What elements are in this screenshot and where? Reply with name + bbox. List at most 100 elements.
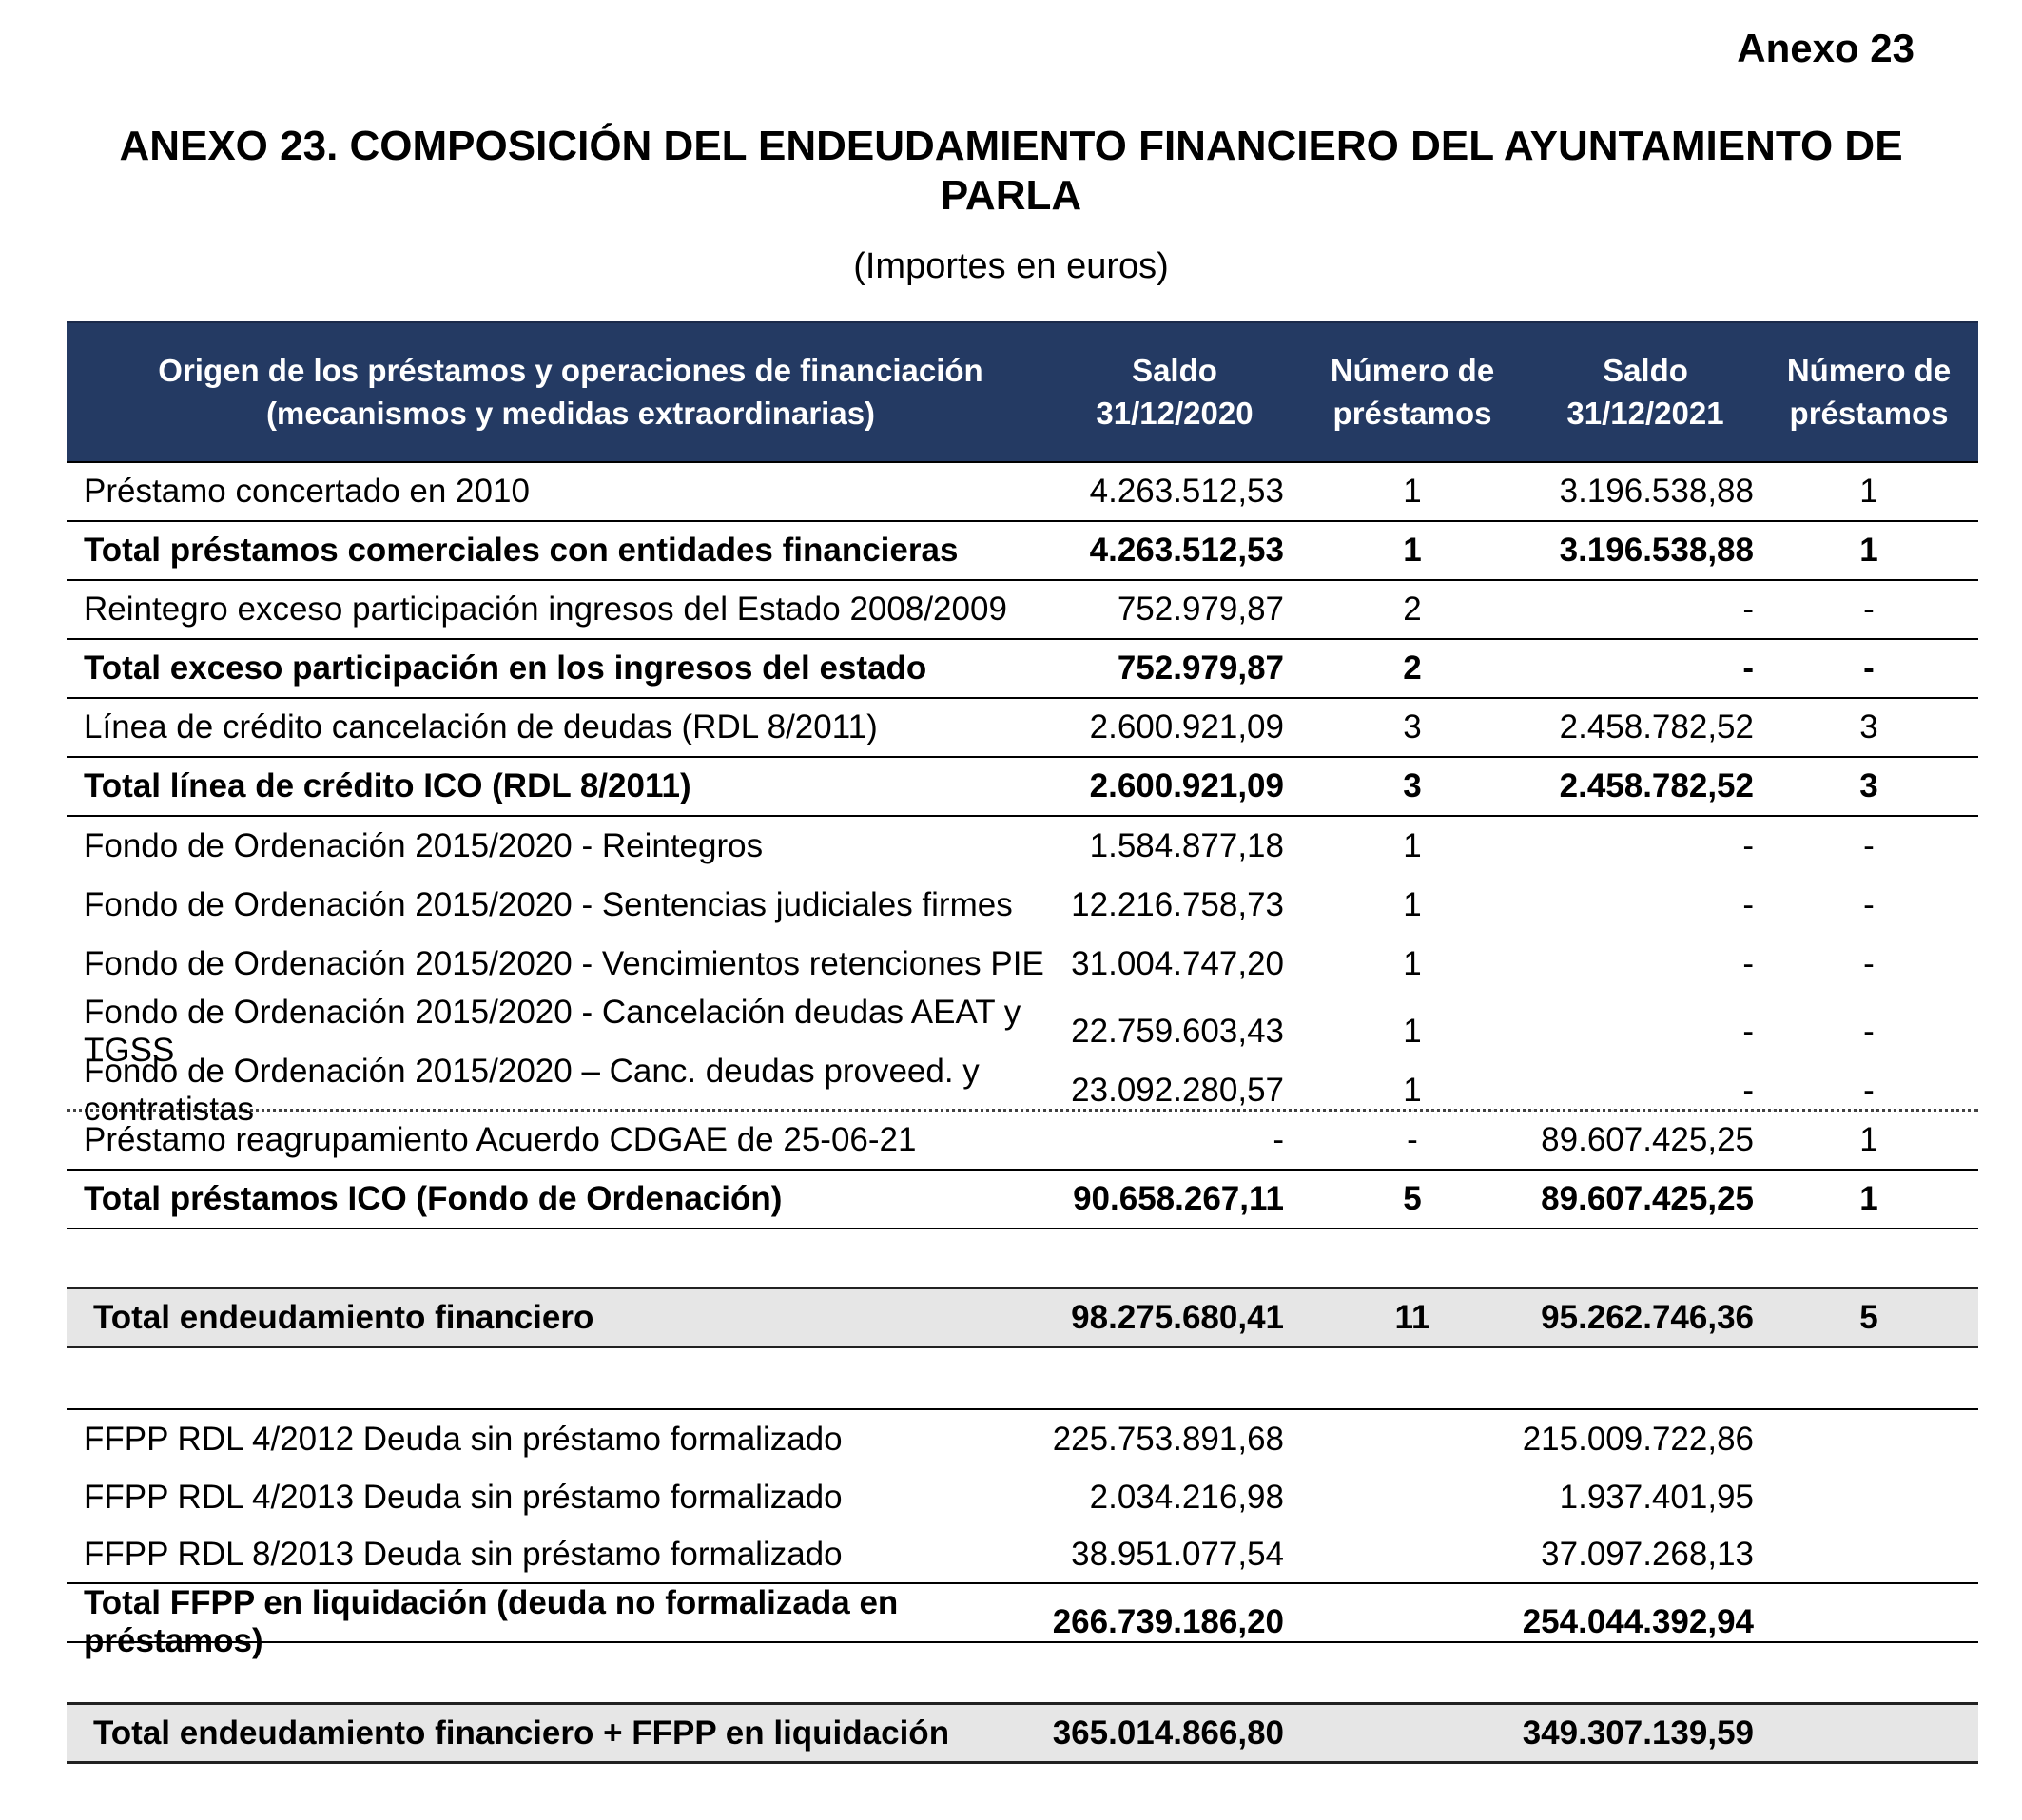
num-loans-2020-cell: 2 xyxy=(1403,649,1422,687)
table-row: Reintegro exceso participación ingresos … xyxy=(67,581,1978,640)
saldo-2021-cell: 215.009.722,86 xyxy=(1522,1420,1754,1458)
empty-cell xyxy=(1779,1584,1978,1660)
num-loans-2021-cell: 1 xyxy=(1859,473,1878,510)
row-label: Préstamo reagrupamiento Acuerdo CDGAE de… xyxy=(84,1121,917,1158)
col-header-num-loans-2021: Número de préstamos xyxy=(1786,352,1952,431)
row-label: FFPP RDL 4/2013 Deuda sin préstamo forma… xyxy=(84,1478,843,1516)
summary-row-financial-debt: Total endeudamiento financiero 98.275.68… xyxy=(67,1287,1978,1348)
row-label: Total préstamos comerciales con entidade… xyxy=(84,532,959,569)
saldo-2021-cell: 95.262.746,36 xyxy=(1541,1298,1754,1336)
table-row: Fondo de Ordenación 2015/2020 - Reintegr… xyxy=(67,817,1978,876)
row-label: Total FFPP en liquidación (deuda no form… xyxy=(84,1584,899,1659)
table-row: Préstamo concertado en 2010 4.263.512,53… xyxy=(67,463,1978,522)
empty-cell xyxy=(1779,1468,1978,1526)
num-loans-2021-cell: - xyxy=(1863,591,1875,628)
saldo-2021-cell: - xyxy=(1742,591,1754,628)
saldo-2021-cell: - xyxy=(1742,1072,1754,1109)
row-label: Total endeudamiento financiero + FFPP en… xyxy=(93,1714,950,1752)
num-loans-2021-cell: - xyxy=(1863,1072,1875,1109)
num-loans-2021-cell: 5 xyxy=(1859,1298,1878,1336)
row-label: Fondo de Ordenación 2015/2020 – Canc. de… xyxy=(84,1053,980,1128)
saldo-2021-cell: 89.607.425,25 xyxy=(1541,1121,1754,1158)
num-loans-2020-cell: 2 xyxy=(1403,591,1422,628)
empty-cell xyxy=(1779,1410,1978,1468)
saldo-2021-cell: 2.458.782,52 xyxy=(1559,708,1754,745)
row-label: Fondo de Ordenación 2015/2020 - Vencimie… xyxy=(84,945,1044,982)
num-loans-2021-cell: - xyxy=(1863,886,1875,923)
empty-cell xyxy=(1312,1705,1512,1761)
num-loans-2020-cell: 1 xyxy=(1403,1072,1422,1109)
row-label: FFPP RDL 8/2013 Deuda sin préstamo forma… xyxy=(84,1535,843,1573)
table-row: Fondo de Ordenación 2015/2020 - Vencimie… xyxy=(67,935,1978,994)
saldo-2021-cell: 2.458.782,52 xyxy=(1559,767,1754,804)
num-loans-2020-cell: 3 xyxy=(1403,708,1422,745)
num-loans-2021-cell: - xyxy=(1863,649,1875,687)
num-loans-2021-cell: 1 xyxy=(1859,532,1878,569)
page-title: ANEXO 23. COMPOSICIÓN DEL ENDEUDAMIENTO … xyxy=(119,123,1903,219)
table-header-row: Origen de los préstamos y operaciones de… xyxy=(67,321,1978,463)
row-label: Total endeudamiento financiero xyxy=(93,1298,594,1336)
saldo-2021-cell: - xyxy=(1742,1013,1754,1050)
num-loans-2021-cell: 1 xyxy=(1859,1180,1878,1217)
saldo-2020-cell: 2.600.921,09 xyxy=(1089,767,1284,804)
empty-cell xyxy=(1779,1705,1978,1761)
table-row: Línea de crédito cancelación de deudas (… xyxy=(67,699,1978,758)
saldo-2020-cell: 2.034.216,98 xyxy=(1089,1478,1284,1516)
saldo-2020-cell: 365.014.866,80 xyxy=(1052,1714,1284,1752)
row-label: Fondo de Ordenación 2015/2020 - Cancelac… xyxy=(84,994,1021,1069)
saldo-2021-cell: 254.044.392,94 xyxy=(1522,1603,1754,1640)
num-loans-2021-cell: - xyxy=(1863,945,1875,982)
saldo-2020-cell: 23.092.280,57 xyxy=(1071,1072,1284,1109)
num-loans-2020-cell: 5 xyxy=(1403,1180,1422,1217)
saldo-2021-cell: - xyxy=(1742,649,1754,687)
table-row: Fondo de Ordenación 2015/2020 - Sentenci… xyxy=(67,876,1978,935)
total-row: Total préstamos ICO (Fondo de Ordenación… xyxy=(67,1171,1978,1229)
ffpp-row: FFPP RDL 8/2013 Deuda sin préstamo forma… xyxy=(67,1526,1978,1584)
num-loans-2021-cell: 1 xyxy=(1859,1121,1878,1158)
num-loans-2020-cell: 1 xyxy=(1403,1013,1422,1050)
row-label: Total préstamos ICO (Fondo de Ordenación… xyxy=(84,1180,783,1217)
summary-row-grand-total: Total endeudamiento financiero + FFPP en… xyxy=(67,1702,1978,1764)
saldo-2021-cell: - xyxy=(1742,886,1754,923)
saldo-2020-cell: 266.739.186,20 xyxy=(1052,1603,1284,1640)
row-label: Fondo de Ordenación 2015/2020 - Reintegr… xyxy=(84,827,764,864)
row-label: FFPP RDL 4/2012 Deuda sin préstamo forma… xyxy=(84,1420,843,1458)
saldo-2020-cell: 2.600.921,09 xyxy=(1089,708,1284,745)
saldo-2021-cell: 349.307.139,59 xyxy=(1522,1714,1754,1752)
col-header-saldo-2021: Saldo 31/12/2021 xyxy=(1566,352,1724,431)
num-loans-2020-cell: 1 xyxy=(1403,886,1422,923)
saldo-2021-cell: 89.607.425,25 xyxy=(1541,1180,1754,1217)
ffpp-row: FFPP RDL 4/2013 Deuda sin préstamo forma… xyxy=(67,1468,1978,1526)
num-loans-2021-cell: 3 xyxy=(1859,708,1878,745)
saldo-2021-cell: 1.937.401,95 xyxy=(1559,1478,1754,1516)
ffpp-total-row: Total FFPP en liquidación (deuda no form… xyxy=(67,1584,1978,1659)
table-row: Fondo de Ordenación 2015/2020 - Cancelac… xyxy=(67,994,1978,1069)
num-loans-2020-cell: 1 xyxy=(1403,532,1422,569)
saldo-2021-cell: - xyxy=(1742,827,1754,864)
row-label: Total exceso participación en los ingres… xyxy=(84,649,927,687)
total-row: Total préstamos comerciales con entidade… xyxy=(67,522,1978,581)
saldo-2020-cell: 1.584.877,18 xyxy=(1089,827,1284,864)
num-loans-2020-cell: 1 xyxy=(1403,473,1422,510)
saldo-2020-cell: - xyxy=(1273,1121,1284,1158)
saldo-2020-cell: 752.979,87 xyxy=(1117,649,1284,687)
section-gap xyxy=(67,1348,1978,1408)
saldo-2020-cell: 12.216.758,73 xyxy=(1071,886,1284,923)
row-label: Fondo de Ordenación 2015/2020 - Sentenci… xyxy=(84,886,1013,923)
saldo-2020-cell: 4.263.512,53 xyxy=(1089,532,1284,569)
empty-cell xyxy=(1312,1410,1512,1468)
num-loans-2020-cell: 11 xyxy=(1394,1298,1430,1336)
empty-cell xyxy=(1779,1526,1978,1582)
row-label: Línea de crédito cancelación de deudas (… xyxy=(84,708,878,745)
amounts-unit-subtitle: (Importes en euros) xyxy=(853,246,1169,286)
num-loans-2021-cell: - xyxy=(1863,827,1875,864)
num-loans-2020-cell: 3 xyxy=(1403,767,1422,804)
saldo-2020-cell: 22.759.603,43 xyxy=(1071,1013,1284,1050)
col-header-saldo-2020: Saldo 31/12/2020 xyxy=(1096,352,1254,431)
row-label: Préstamo concertado en 2010 xyxy=(84,473,530,510)
saldo-2021-cell: 3.196.538,88 xyxy=(1559,473,1754,510)
num-loans-2021-cell: 3 xyxy=(1859,767,1878,804)
num-loans-2020-cell: 1 xyxy=(1403,945,1422,982)
table-row: Fondo de Ordenación 2015/2020 – Canc. de… xyxy=(67,1053,1978,1128)
saldo-2021-cell: 37.097.268,13 xyxy=(1541,1535,1754,1573)
